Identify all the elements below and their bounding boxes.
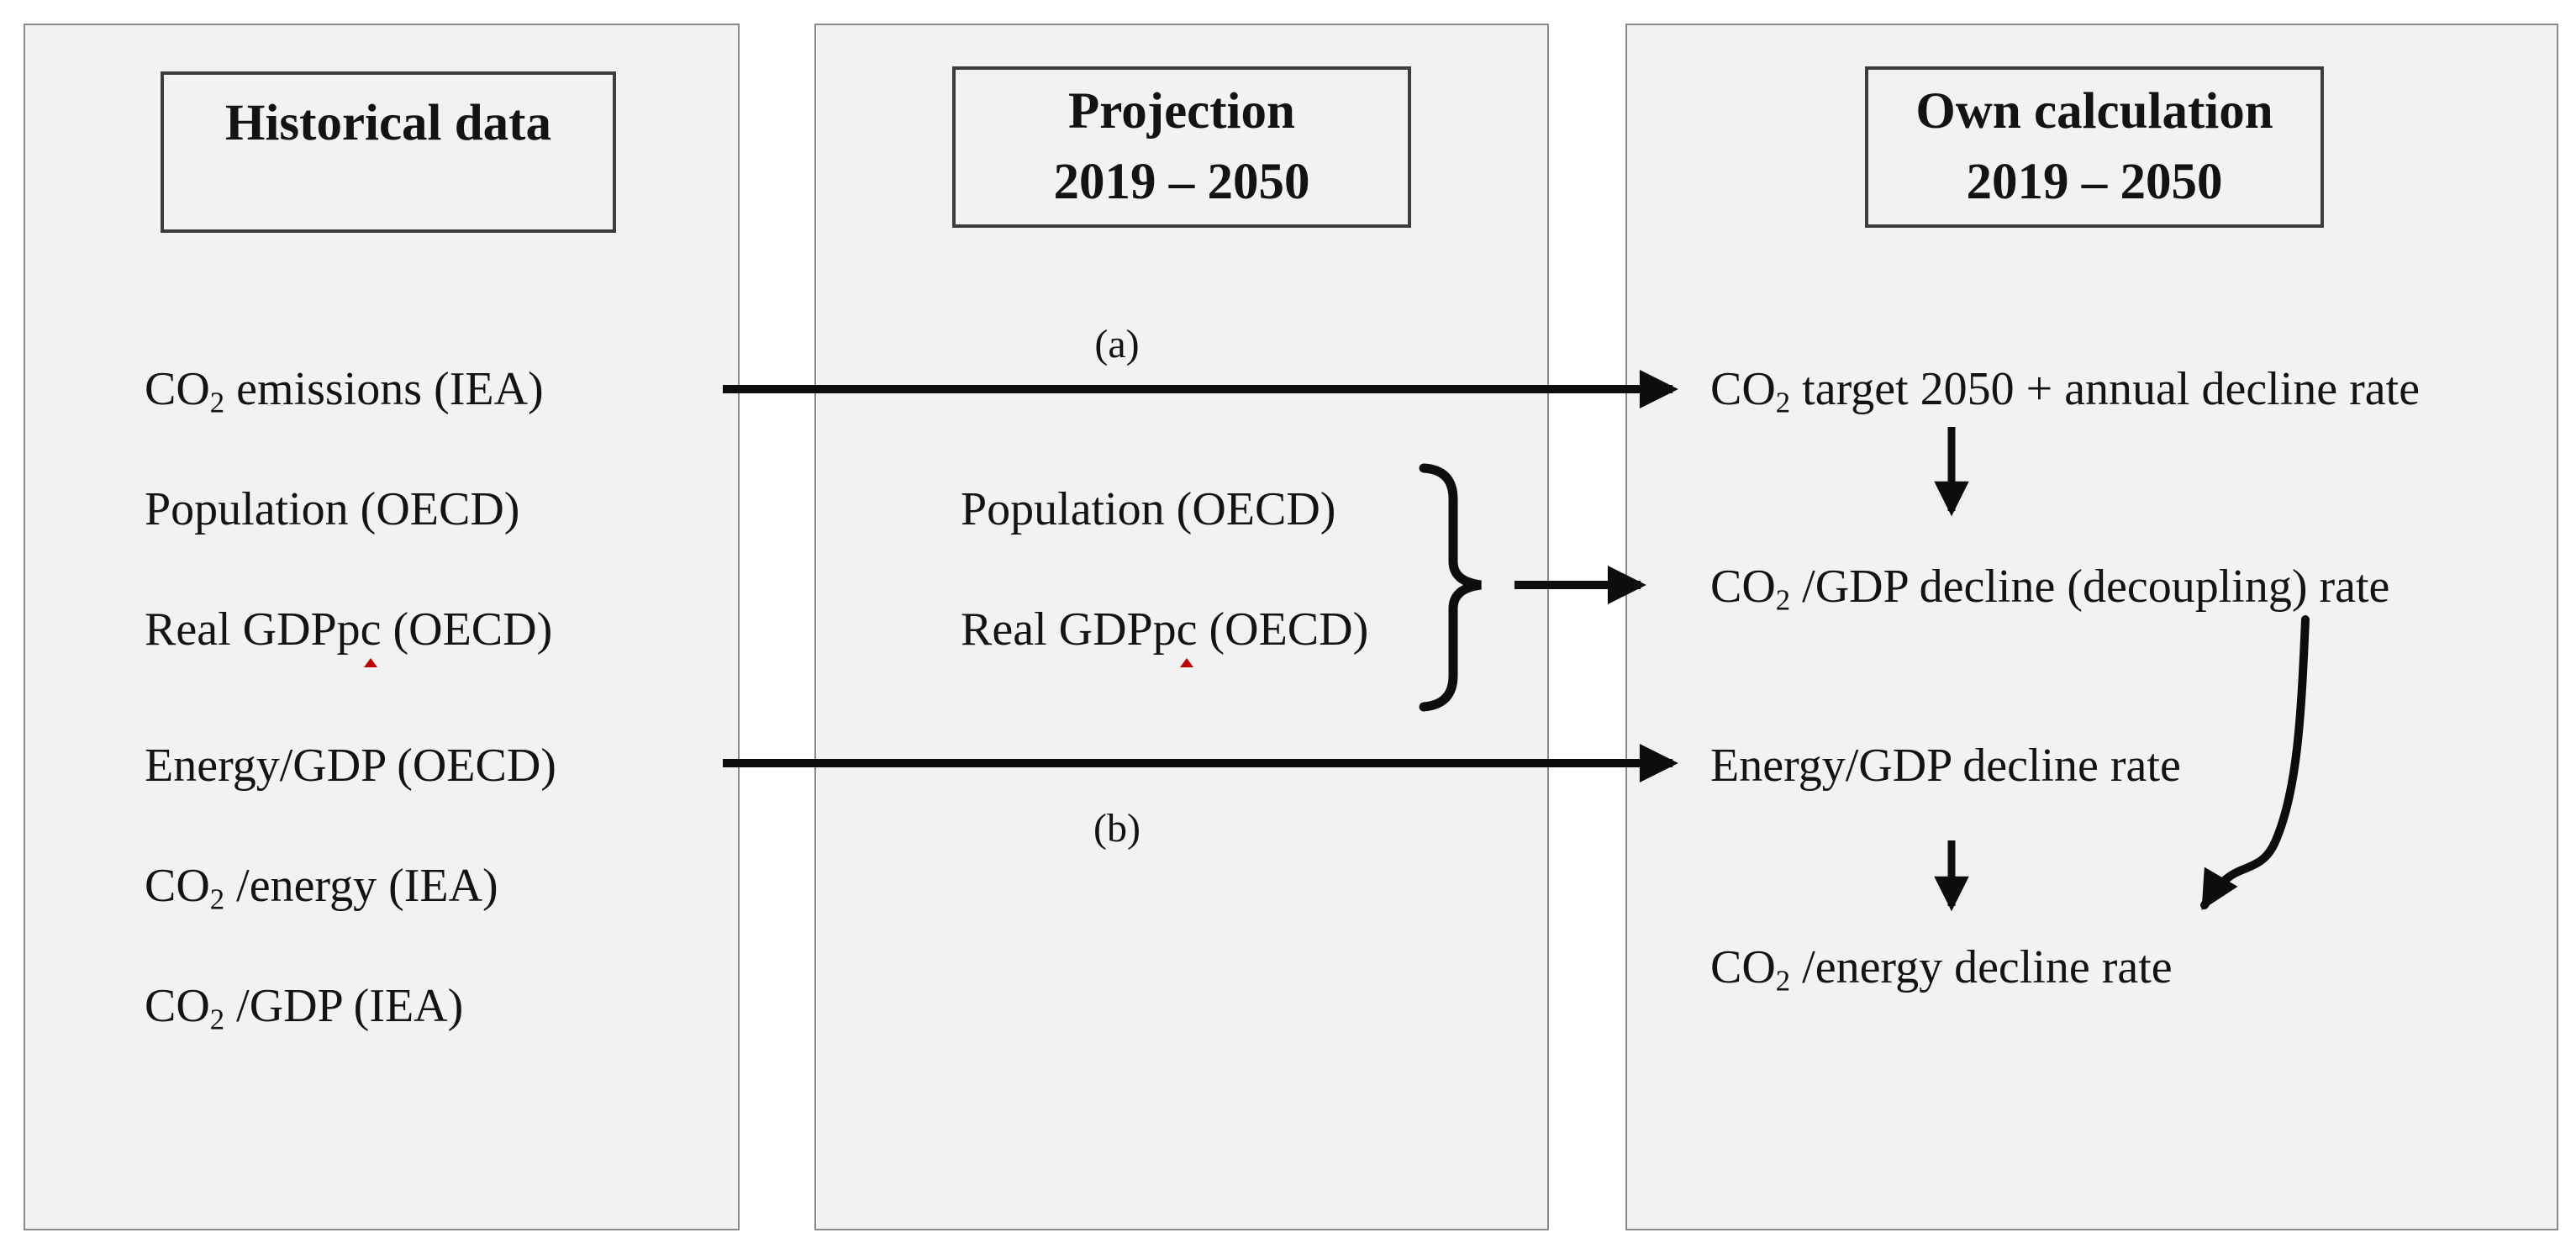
- item-co2-gdp-iea: CO2 /GDP (IEA): [145, 980, 464, 1036]
- historical-data-title: Historical data: [225, 95, 551, 151]
- own-calculation-title-box: Own calculation 2019 – 2050: [1865, 66, 2324, 228]
- item-co2-energy-decline-rate: CO2 /energy decline rate: [1710, 941, 2173, 998]
- item-energy-gdp-decline-rate: Energy/GDP decline rate: [1710, 740, 2181, 792]
- item-co2-target-2050: CO2 target 2050 + annual decline rate: [1710, 363, 2421, 419]
- projection-title-box: Projection 2019 – 2050: [952, 66, 1411, 228]
- item-projection-population-oecd: Population (OECD): [961, 483, 1336, 535]
- projection-title-line1: Projection: [1068, 83, 1295, 140]
- spellcheck-mark: [1180, 658, 1193, 667]
- item-population-oecd: Population (OECD): [145, 483, 520, 535]
- label-a: (a): [1094, 322, 1140, 366]
- item-co2-energy-iea: CO2 /energy (IEA): [145, 860, 498, 916]
- projection-title-line2: 2019 – 2050: [1053, 154, 1310, 210]
- own-calculation-title-line1: Own calculation: [1915, 83, 2273, 140]
- item-energy-gdp-oecd: Energy/GDP (OECD): [145, 740, 556, 792]
- label-b: (b): [1093, 806, 1140, 851]
- item-co2-gdp-decoupling-rate: CO2 /GDP decline (decoupling) rate: [1710, 561, 2390, 617]
- historical-data-title-box: Historical data: [161, 71, 616, 233]
- spellcheck-mark: [364, 658, 377, 667]
- item-projection-real-gdppc-oecd: Real GDPpc (OECD): [961, 603, 1369, 656]
- item-co2-emissions-iea: CO2 emissions (IEA): [145, 363, 544, 419]
- own-calculation-title-line2: 2019 – 2050: [1966, 154, 2223, 210]
- item-real-gdppc-oecd: Real GDPpc (OECD): [145, 603, 553, 656]
